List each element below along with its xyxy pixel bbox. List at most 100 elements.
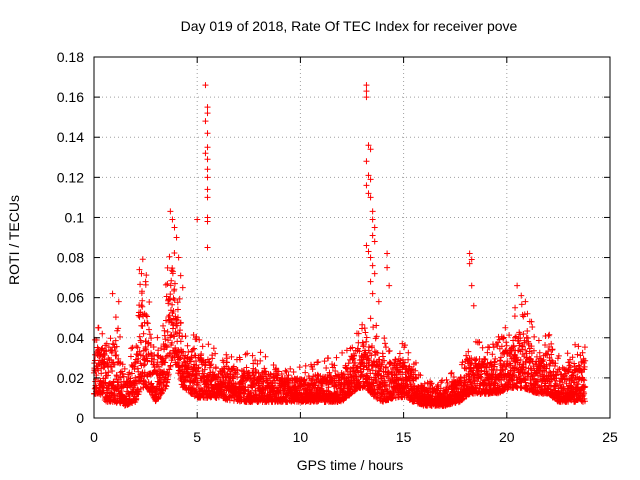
data-point (543, 361, 550, 368)
data-point (375, 298, 382, 305)
data-point (360, 363, 367, 370)
data-point (138, 288, 145, 295)
data-point (443, 376, 450, 383)
data-point (243, 364, 250, 371)
data-point (403, 381, 410, 388)
data-point (546, 362, 553, 369)
data-point (191, 345, 198, 352)
data-point (270, 373, 277, 380)
data-point (444, 379, 451, 386)
data-point (484, 360, 491, 367)
data-point (237, 356, 244, 363)
data-point (108, 363, 115, 370)
data-point (367, 146, 374, 153)
data-point (170, 308, 177, 315)
data-point (177, 272, 184, 279)
data-point (367, 254, 374, 261)
data-point (127, 353, 134, 360)
data-point (317, 373, 324, 380)
data-point (571, 379, 578, 386)
data-point (162, 359, 169, 366)
data-point (129, 344, 136, 351)
x-tick-label: 25 (602, 429, 618, 445)
data-point (564, 350, 571, 357)
data-point (361, 383, 368, 390)
y-tick-label: 0.06 (57, 290, 84, 306)
data-point (174, 299, 181, 306)
data-point (511, 313, 518, 320)
data-point (146, 298, 153, 305)
data-point (112, 314, 119, 321)
data-point (465, 391, 472, 398)
data-point (164, 280, 171, 287)
data-point (363, 158, 370, 165)
data-point (427, 381, 434, 388)
data-point (369, 367, 376, 374)
data-point (204, 218, 211, 225)
x-tick-label: 15 (396, 429, 412, 445)
data-point (474, 378, 481, 385)
x-tick-label: 5 (193, 429, 201, 445)
data-point (296, 364, 303, 371)
data-point (128, 345, 135, 352)
data-point (145, 351, 152, 358)
data-point (529, 324, 536, 331)
data-point (512, 334, 519, 341)
data-point (174, 322, 181, 329)
data-point (345, 360, 352, 367)
data-point (143, 312, 150, 319)
data-point (373, 322, 380, 329)
data-point (320, 391, 327, 398)
data-point (137, 281, 144, 288)
data-point (476, 339, 483, 346)
data-point (542, 364, 549, 371)
data-point (118, 383, 125, 390)
data-point (369, 232, 376, 239)
data-point (184, 342, 191, 349)
data-point (365, 142, 372, 149)
data-point (575, 343, 582, 350)
data-point (167, 208, 174, 215)
data-point (209, 355, 216, 362)
data-point (518, 301, 525, 308)
data-point (198, 350, 205, 357)
data-point (113, 352, 120, 359)
data-point (405, 356, 412, 363)
data-point (204, 166, 211, 173)
data-points (90, 82, 589, 409)
data-point (177, 338, 184, 345)
data-point (212, 350, 219, 357)
data-point (355, 330, 362, 337)
data-point (381, 357, 388, 364)
data-point (119, 370, 126, 377)
data-point (381, 335, 388, 342)
data-point (167, 291, 174, 298)
data-point (521, 337, 528, 344)
data-point (382, 344, 389, 351)
data-point (363, 82, 370, 89)
data-point (100, 364, 107, 371)
data-point (146, 331, 153, 338)
y-tick-label: 0 (76, 410, 84, 426)
data-point (373, 333, 380, 340)
data-point (275, 368, 282, 375)
data-point (364, 373, 371, 380)
data-point (162, 281, 169, 288)
data-point (363, 182, 370, 189)
data-point (366, 366, 373, 373)
data-point (401, 362, 408, 369)
data-point (580, 388, 587, 395)
data-point (503, 342, 510, 349)
data-point (374, 371, 381, 378)
data-point (517, 356, 524, 363)
data-point (580, 376, 587, 383)
data-point (262, 353, 269, 360)
data-point (555, 366, 562, 373)
data-point (168, 277, 175, 284)
data-point (466, 378, 473, 385)
data-point (503, 339, 510, 346)
data-point (177, 319, 184, 326)
data-point (164, 343, 171, 350)
data-point (471, 377, 478, 384)
y-tick-label: 0.02 (57, 370, 84, 386)
